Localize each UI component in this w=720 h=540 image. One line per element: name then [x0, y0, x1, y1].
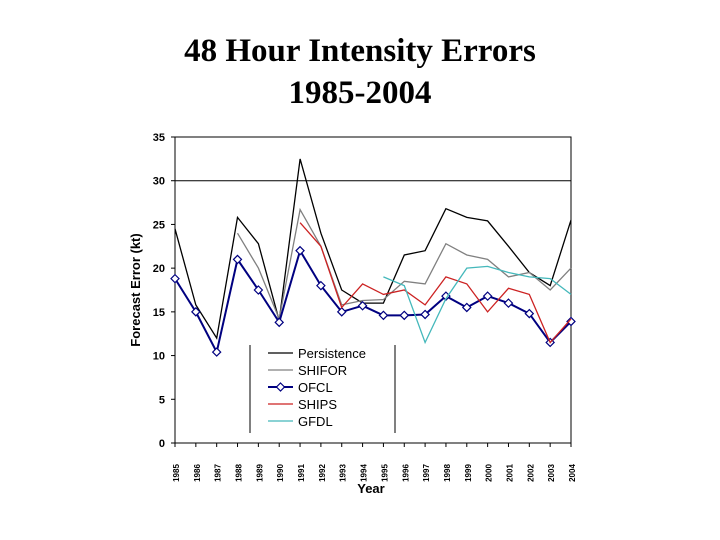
point-ofcl	[295, 245, 305, 256]
x-tick-label: 1989	[255, 464, 264, 482]
point-ofcl	[274, 317, 285, 328]
point-ofcl	[253, 285, 264, 295]
x-tick-label: 1994	[360, 464, 369, 482]
x-tick-label: 1996	[401, 464, 410, 482]
legend-label-ofcl: OFCL	[298, 380, 333, 395]
series-line-ships	[299, 222, 572, 344]
legend-label-persistence: Persistence	[298, 346, 366, 361]
x-tick-label: 2002	[526, 464, 535, 482]
legend-label-shifor: SHIFOR	[298, 363, 347, 378]
series-line-persistence	[174, 158, 572, 340]
y-axis-label: Forecast Error (kt)	[128, 233, 143, 346]
x-tick-label: 1995	[380, 464, 389, 482]
y-tick-label: 0	[159, 438, 165, 450]
x-tick-label: 1991	[297, 464, 306, 482]
point-ofcl	[232, 254, 243, 265]
x-tick-label: 1986	[193, 464, 202, 482]
point-ofcl	[461, 302, 472, 313]
x-tick-label: 1988	[235, 464, 244, 482]
point-ofcl	[399, 310, 410, 321]
point-ofcl	[190, 307, 201, 317]
x-tick-label: 1997	[422, 464, 431, 482]
point-ofcl	[420, 309, 430, 320]
point-ofcl	[170, 273, 180, 284]
x-tick-label: 1998	[443, 464, 452, 482]
chart-title-line1: 48 Hour Intensity Errors	[184, 33, 536, 69]
point-ofcl	[316, 280, 326, 291]
x-tick-label: 1999	[464, 464, 473, 482]
x-tick-label: 2003	[547, 464, 556, 482]
y-tick-label: 35	[153, 132, 165, 144]
y-tick-label: 20	[153, 263, 165, 275]
y-tick-label: 10	[153, 351, 165, 363]
x-tick-label: 1992	[318, 464, 327, 482]
legend-label-ships: SHIPS	[298, 397, 337, 412]
chart-title: 48 Hour Intensity Errors 1985-2004	[0, 30, 720, 114]
y-tick-label: 15	[153, 307, 165, 319]
point-ofcl	[482, 291, 493, 301]
point-ofcl	[211, 347, 222, 357]
plot-area	[174, 136, 572, 444]
y-tick-label: 30	[153, 176, 165, 188]
point-ofcl	[503, 298, 514, 308]
chart-title-line2: 1985-2004	[288, 75, 432, 111]
point-ofcl	[378, 310, 389, 321]
legend-label-gfdl: GFDL	[298, 414, 333, 429]
x-tick-label: 2004	[568, 464, 577, 482]
point-ofcl	[357, 300, 368, 311]
x-tick-label: 2001	[505, 464, 514, 482]
y-tick-label: 25	[153, 219, 165, 231]
series-line-gfdl	[383, 265, 572, 345]
point-ofcl	[566, 316, 576, 327]
x-tick-label: 1993	[339, 464, 348, 482]
x-tick-label: 1987	[214, 464, 223, 482]
x-tick-label: 1985	[172, 464, 181, 482]
x-axis-label: Year	[357, 481, 384, 496]
series-line-shifor	[236, 207, 572, 322]
legend-marker-ofcl	[275, 382, 286, 392]
point-ofcl	[524, 308, 535, 319]
x-tick-label: 2000	[485, 464, 494, 482]
x-tick-label: 1990	[276, 464, 285, 482]
point-ofcl	[336, 307, 347, 317]
y-tick-label: 5	[159, 394, 165, 406]
